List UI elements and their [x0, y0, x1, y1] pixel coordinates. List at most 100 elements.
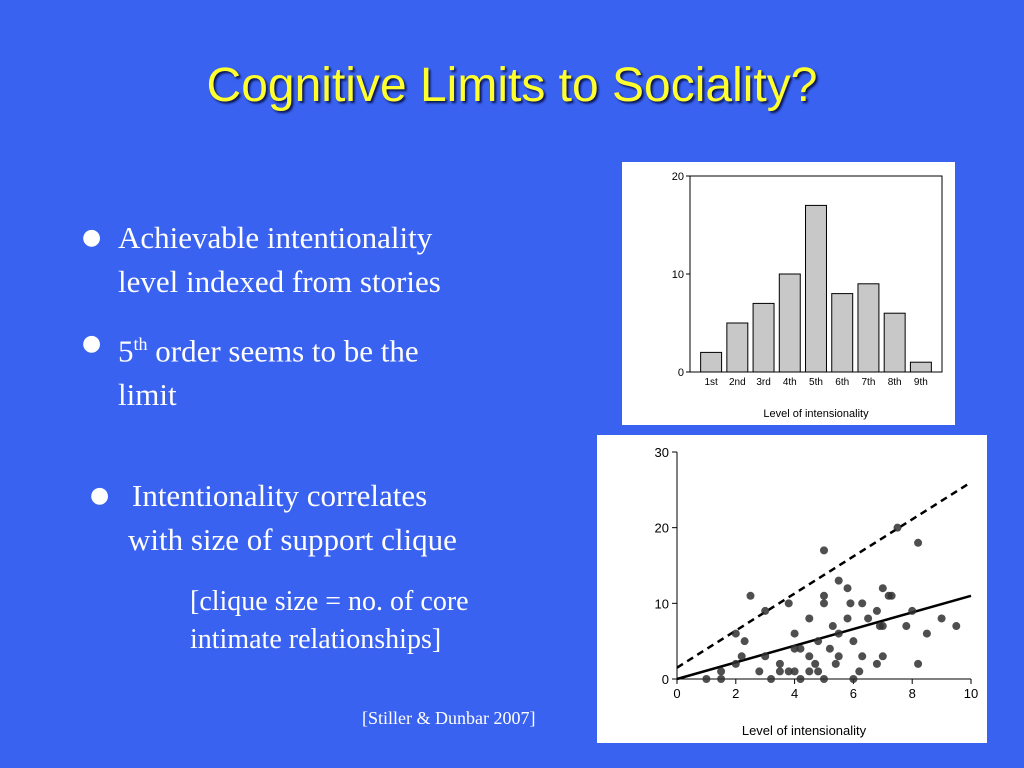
scatter-point — [717, 667, 726, 676]
scatter-chart-panel: 0 10 20 30 0 2 4 6 8 10 Level of intensionality — [597, 435, 987, 743]
scatter-point — [820, 675, 828, 683]
scatter-point — [820, 599, 828, 608]
ordinal-suffix: th — [133, 334, 148, 354]
scatter-point — [805, 614, 814, 623]
ordinal-number: 5 — [118, 333, 134, 369]
scatter-point — [843, 614, 852, 623]
scatter-point — [834, 576, 843, 585]
scatter-point — [914, 538, 923, 547]
scatter-point — [717, 675, 726, 683]
scatter-point — [849, 675, 858, 683]
scatter-point — [740, 637, 749, 646]
scatter-point — [872, 659, 881, 668]
scatter-point — [952, 622, 961, 631]
scatter-point — [775, 667, 784, 676]
scatter-point — [878, 652, 887, 661]
scatter-point — [849, 637, 858, 646]
citation: [Stiller & Dunbar 2007] — [362, 708, 536, 728]
bar — [778, 273, 801, 373]
y-tick-label: 20 — [655, 521, 669, 536]
bullet-text-line2: limit — [118, 377, 177, 413]
bar-chart: 0 10 20 1st 2nd 3rd 4th 5th 6th 7th 8th 9th Level of… — [672, 171, 943, 420]
dashed-fit-line — [676, 481, 972, 669]
scatter-point — [761, 652, 770, 661]
scatter-point — [784, 667, 793, 676]
y-tick-label: 10 — [672, 269, 684, 281]
scatter-point — [790, 644, 799, 653]
x-axis-label: Level of intensionality — [742, 723, 867, 738]
x-tick-label: 4 — [791, 686, 798, 701]
scatter-point — [902, 622, 911, 631]
x-tick-label: 4th — [783, 377, 797, 388]
bullet-intentionality-correlates: ● Intentionality correlates with size of… — [90, 474, 570, 562]
scatter-point — [825, 644, 834, 653]
scatter-point — [855, 667, 864, 676]
y-tick-label: 0 — [678, 367, 684, 379]
bullet-text-line1: Achievable intentionality — [118, 220, 433, 255]
scatter-point — [820, 546, 828, 555]
bar — [831, 293, 854, 373]
bullet-icon: ● — [82, 331, 102, 356]
bullet-icon: ● — [82, 225, 102, 250]
scatter-point — [908, 606, 917, 615]
slide-title: Cognitive Limits to Sociality? — [206, 59, 818, 112]
y-tick-label: 20 — [672, 171, 684, 183]
bar — [700, 351, 723, 373]
solid-fit-line — [676, 594, 972, 681]
scatter-point — [937, 614, 946, 623]
x-tick-label: 8th — [888, 377, 902, 388]
scatter-point — [767, 675, 776, 683]
bullet-text-line1: 5th order seems to be the — [82, 322, 552, 373]
scatter-point — [814, 637, 823, 646]
scatter-point — [805, 652, 814, 661]
x-tick-label: 6 — [850, 686, 857, 701]
bullet-text-line1: Intentionality correlates — [132, 478, 428, 513]
x-tick-label: 7th — [861, 377, 875, 388]
y-tick-label: 0 — [662, 672, 669, 687]
scatter-point — [887, 591, 896, 600]
bullet-fifth-order-limit: ● 5th order seems to be the limit — [82, 322, 552, 417]
scatter-point — [702, 675, 711, 683]
clique-size-note: [clique size = no. of core intimate rela… — [190, 583, 580, 659]
scatter-point — [834, 629, 843, 638]
scatter-point — [872, 606, 881, 615]
scatter-point — [820, 591, 828, 600]
scatter-point — [731, 659, 740, 668]
x-tick-label: 0 — [673, 686, 680, 701]
bar — [805, 204, 827, 373]
scatter-chart: 0 10 20 30 0 2 4 6 8 10 Level of intensionality — [655, 445, 979, 738]
x-tick-label: 6th — [835, 377, 849, 388]
x-tick-label: 1st — [704, 377, 718, 388]
scatter-point — [814, 667, 823, 676]
x-tick-label: 10 — [964, 686, 978, 701]
scatter-point — [843, 584, 852, 593]
x-tick-label: 3rd — [756, 377, 770, 388]
x-tick-label: 2nd — [729, 377, 746, 388]
bullet-text-rest: order seems to be the — [147, 333, 419, 369]
scatter-point — [864, 614, 873, 623]
x-tick-label: 5th — [809, 377, 823, 388]
bar — [857, 283, 880, 373]
scatter-point — [796, 675, 805, 683]
scatter-point — [805, 667, 814, 676]
x-tick-label: 2 — [732, 686, 739, 701]
note-line1: [clique size = no. of core — [190, 586, 469, 617]
scatter-point — [761, 606, 770, 615]
bar — [726, 322, 749, 373]
scatter-point — [922, 629, 931, 638]
scatter-point — [914, 659, 923, 668]
bar — [909, 361, 932, 373]
scatter-point — [796, 644, 805, 653]
scatter-point — [878, 584, 887, 593]
x-axis-label: Level of intensionality — [763, 408, 869, 420]
scatter-point — [811, 659, 820, 668]
scatter-point — [731, 629, 740, 638]
scatter-point — [790, 629, 799, 638]
note-line2: intimate relationships] — [190, 624, 442, 655]
bar-chart-panel: 0 10 20 1st 2nd 3rd 4th 5th 6th 7th 8th 9th Level of… — [622, 162, 955, 425]
scatter-point — [846, 599, 855, 608]
x-tick-label: 9th — [914, 377, 928, 388]
x-tick-label: 8 — [909, 686, 916, 701]
scatter-point — [828, 622, 837, 631]
y-tick-label: 10 — [655, 596, 669, 611]
